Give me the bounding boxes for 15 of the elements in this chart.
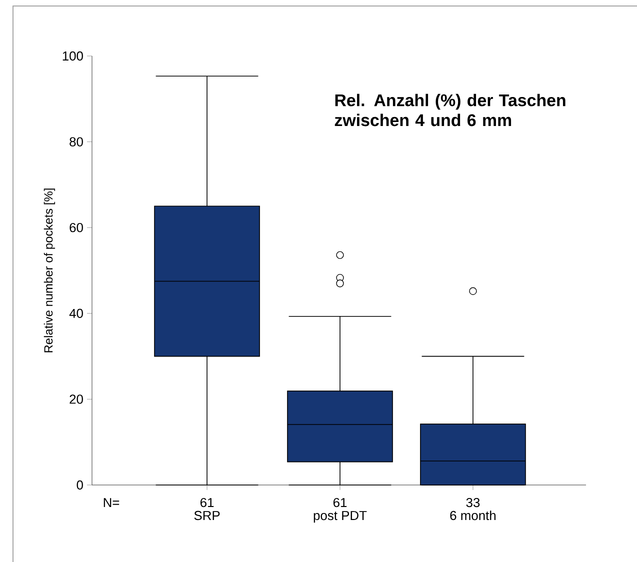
y-tick-label: 60: [70, 223, 83, 232]
text: N=: [104, 498, 120, 507]
y-axis-title: Relative number of pockets [%]: [44, 188, 56, 352]
x-tick-label: 6 month: [450, 510, 496, 520]
y-tick-label: 80: [70, 137, 83, 146]
x-tick-label: post PDT: [314, 511, 367, 523]
y-tick-label: 0: [76, 480, 83, 490]
y-tick-label: 100: [62, 51, 83, 61]
y-tick-label: 40: [69, 308, 83, 318]
text: Rel. Anzahl (%) der Taschen zwischen 4 und 6 mm: [334, 94, 566, 126]
text: 61: [200, 498, 214, 508]
text: 61: [333, 498, 347, 508]
text: 33: [466, 498, 480, 508]
y-tick-label: 20: [70, 394, 83, 404]
x-tick-label: SRP: [194, 510, 220, 520]
